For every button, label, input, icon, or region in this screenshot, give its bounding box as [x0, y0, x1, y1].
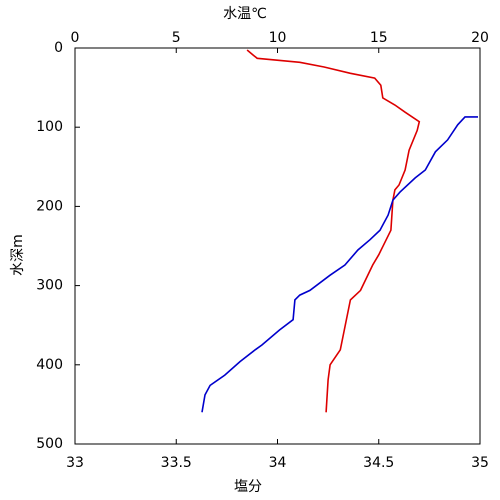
x-tick-label: 34	[269, 455, 287, 471]
y-axis-label: 水深m	[10, 234, 26, 276]
y-tick-label: 500	[36, 436, 63, 452]
x2-tick-label: 10	[269, 30, 287, 46]
plot-frame	[74, 47, 481, 445]
y-tick-label: 300	[36, 278, 63, 294]
x2-tick-label: 5	[172, 30, 181, 46]
bottom-axis-label: 塩分	[234, 479, 262, 495]
top-axis-label: 水温℃	[223, 6, 267, 22]
y-tick-label: 200	[36, 198, 63, 214]
x2-tick-label: 15	[370, 30, 388, 46]
x2-tick-label: 20	[471, 30, 489, 46]
y-tick-label: 400	[36, 357, 63, 373]
x-tick-label: 33	[66, 455, 84, 471]
x-tick-label: 34.5	[363, 455, 394, 471]
y-tick-label: 100	[36, 119, 63, 135]
x2-tick-label: 0	[71, 30, 80, 46]
profile-line	[201, 116, 478, 413]
y-tick-label: 0	[54, 40, 63, 56]
x-tick-label: 35	[471, 455, 489, 471]
profile-line	[246, 49, 421, 413]
x-tick-label: 33.5	[161, 455, 192, 471]
